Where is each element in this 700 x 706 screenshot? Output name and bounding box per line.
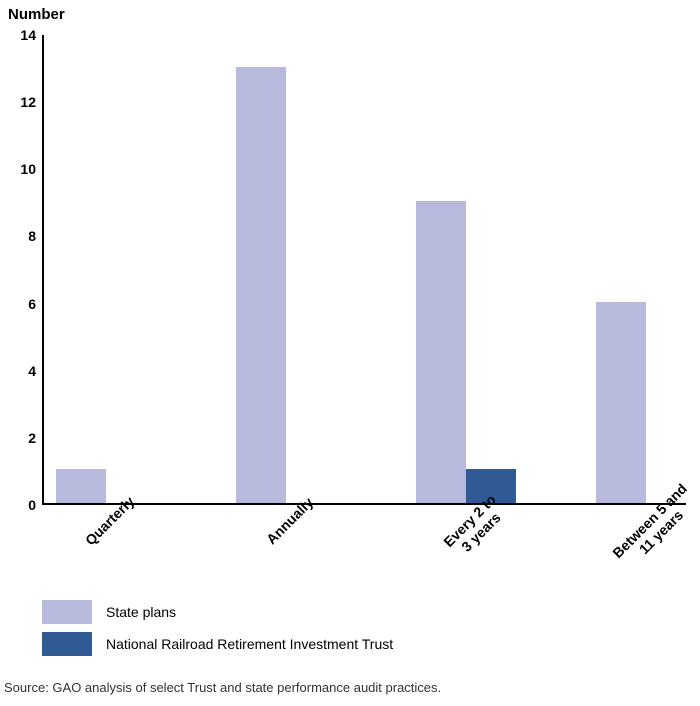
legend-item: National Railroad Retirement Investment … [42,632,393,656]
y-tick-label: 12 [8,94,36,110]
bar [56,469,106,503]
bar-group [416,201,516,503]
source-note: Source: GAO analysis of select Trust and… [4,680,441,695]
bar-group [596,302,696,503]
y-tick-label: 10 [8,161,36,177]
y-tick-label: 0 [8,497,36,513]
bar [416,201,466,503]
y-tick-label: 8 [8,228,36,244]
bar [236,67,286,503]
y-tick-label: 6 [8,296,36,312]
legend-swatch [42,632,92,656]
chart-container: Number State plans National Railroad Reti… [0,0,700,706]
legend-label: State plans [106,604,176,620]
y-axis-title: Number [8,6,65,23]
y-tick-label: 2 [8,430,36,446]
legend-swatch [42,600,92,624]
y-tick-label: 4 [8,363,36,379]
plot-area [42,35,686,505]
legend: State plans National Railroad Retirement … [42,600,393,664]
bar [596,302,646,503]
legend-item: State plans [42,600,393,624]
y-tick-label: 14 [8,27,36,43]
bar-group [236,67,336,503]
legend-label: National Railroad Retirement Investment … [106,636,393,652]
